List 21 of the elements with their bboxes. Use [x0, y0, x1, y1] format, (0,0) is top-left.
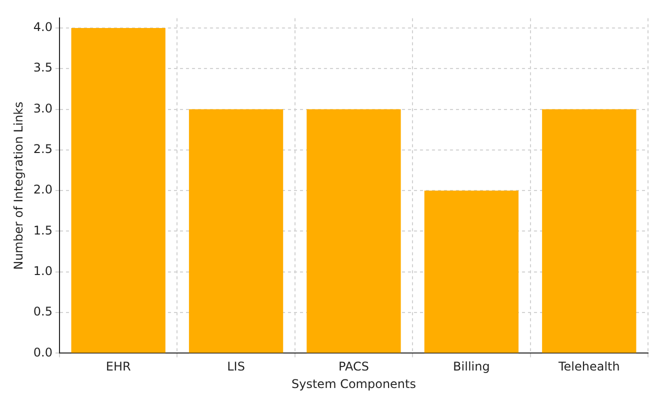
- x-tick-label: EHR: [106, 360, 131, 374]
- y-tick-label: 0.0: [33, 345, 52, 360]
- y-tick-label: 2.0: [33, 182, 52, 197]
- bar: [188, 109, 284, 353]
- y-tick-label: 3.0: [33, 101, 52, 116]
- x-tick-label: PACS: [338, 360, 369, 374]
- y-tick-label: 1.5: [33, 223, 52, 238]
- x-tick-label: LIS: [227, 360, 245, 374]
- y-tick-label: 2.5: [33, 142, 52, 156]
- y-tick-label: 4.0: [33, 20, 52, 34]
- y-tick-label: 0.5: [33, 304, 52, 319]
- bar: [424, 190, 519, 353]
- y-tick-label: 1.0: [33, 264, 52, 278]
- x-axis-title: System Components: [292, 376, 416, 391]
- y-tick-label: 3.5: [33, 60, 52, 75]
- x-tick-label: Telehealth: [557, 360, 620, 374]
- bar: [306, 109, 401, 353]
- bar: [542, 109, 636, 353]
- y-axis-title: Number of Integration Links: [11, 102, 26, 270]
- bar: [71, 28, 166, 353]
- x-tick-label: Billing: [453, 360, 490, 374]
